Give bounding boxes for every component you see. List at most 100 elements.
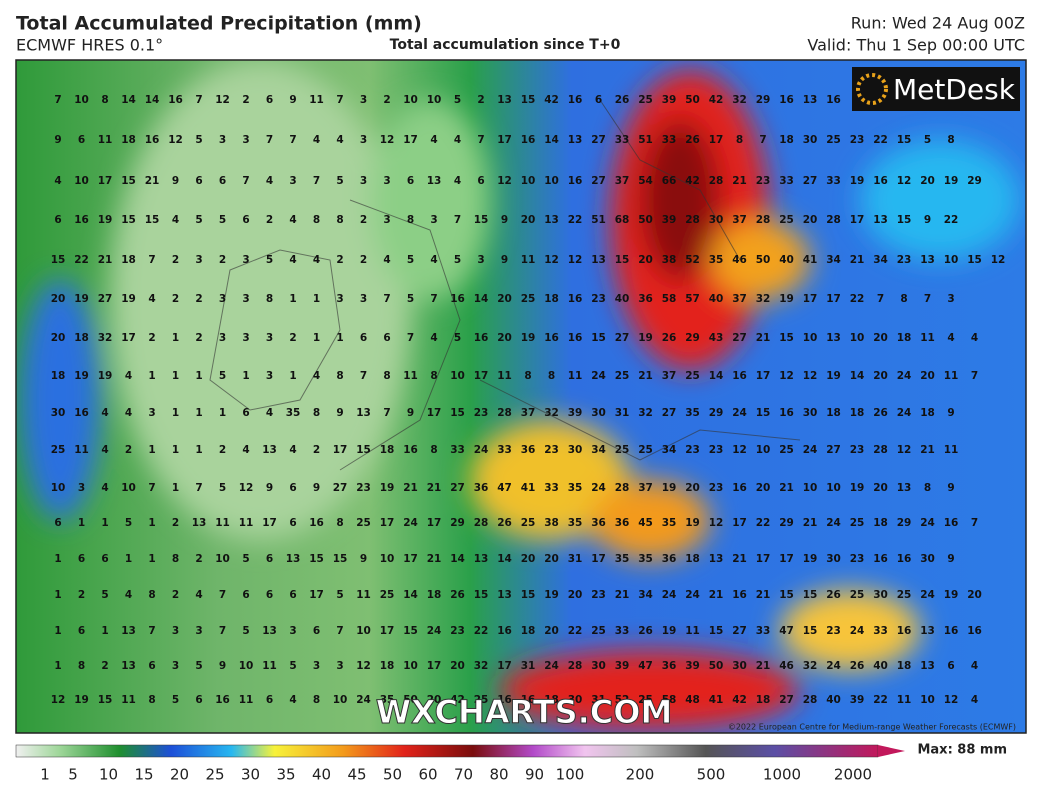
grid-value: 2 [360,214,367,226]
grid-value: 10 [803,332,818,344]
grid-value: 7 [924,293,931,305]
grid-value: 2 [101,660,108,672]
grid-value: 37 [662,370,677,382]
grid-value: 24 [826,517,841,529]
grid-value: 20 [920,370,935,382]
grid-value: 4 [289,444,296,456]
grid-value: 4 [313,254,320,266]
grid-value: 17 [850,214,865,226]
grid-value: 6 [289,482,296,494]
grid-value: 7 [219,589,226,601]
grid-value: 21 [803,517,818,529]
grid-value: 25 [474,694,489,706]
grid-value: 40 [826,694,841,706]
grid-value: 16 [568,94,583,106]
grid-value: 1 [54,625,61,637]
grid-value: 12 [168,134,183,146]
grid-value: 30 [568,694,583,706]
grid-value: 4 [289,254,296,266]
grid-value: 5 [289,660,296,672]
grid-value: 39 [850,694,865,706]
grid-value: 18 [544,694,559,706]
grid-value: 16 [873,553,888,565]
grid-value: 41 [521,482,536,494]
grid-value: 5 [266,254,273,266]
grid-value: 21 [756,332,771,344]
grid-value: 23 [591,293,606,305]
grid-value: 4 [101,407,108,419]
grid-value: 16 [732,482,747,494]
grid-value: 4 [383,254,390,266]
grid-value: 4 [266,407,273,419]
grid-value: 19 [662,482,677,494]
grid-value: 16 [521,694,536,706]
grid-value: 5 [454,332,461,344]
grid-value: 7 [971,517,978,529]
grid-value: 1 [313,332,320,344]
grid-value: 4 [289,694,296,706]
grid-value: 28 [826,214,841,226]
grid-value: 7 [219,625,226,637]
grid-value: 17 [427,660,442,672]
grid-value: 19 [638,332,653,344]
grid-value: 25 [615,370,630,382]
grid-value: 24 [850,625,865,637]
grid-value: 41 [803,254,818,266]
grid-value: 19 [380,482,395,494]
grid-value: 3 [219,134,226,146]
grid-value: 47 [779,625,794,637]
grid-value: 52 [685,254,700,266]
grid-value: 42 [732,694,747,706]
grid-value: 35 [568,482,583,494]
grid-value: 6 [477,175,484,187]
grid-value: 14 [474,293,489,305]
colorbar-label: 20 [170,766,189,784]
grid-value: 18 [850,407,865,419]
grid-value: 16 [568,332,583,344]
grid-value: 5 [407,254,414,266]
grid-value: 14 [497,553,512,565]
grid-value: 1 [101,625,108,637]
grid-value: 6 [289,589,296,601]
logo-box [852,67,1020,111]
grid-value: 26 [497,517,512,529]
grid-value: 11 [262,660,277,672]
grid-value: 9 [501,254,508,266]
grid-value: 4 [430,332,437,344]
grid-value: 32 [544,407,559,419]
grid-value: 5 [242,553,249,565]
title: Total Accumulated Precipitation (mm) [16,13,422,35]
grid-value: 30 [873,589,888,601]
grid-value: 3 [289,625,296,637]
grid-value: 23 [850,134,865,146]
grid-value: 18 [74,332,89,344]
grid-value: 19 [826,370,841,382]
grid-value: 15 [521,589,536,601]
grid-value: 21 [756,660,771,672]
grid-value: 21 [709,589,724,601]
grid-value: 17 [803,293,818,305]
grid-value: 12 [239,482,254,494]
grid-value: 4 [101,444,108,456]
grid-value: 12 [897,444,912,456]
grid-value: 18 [121,254,136,266]
grid-value: 21 [920,444,935,456]
grid-value: 15 [51,254,66,266]
grid-value: 10 [450,370,465,382]
grid-value: 3 [430,214,437,226]
grid-value: 7 [336,94,343,106]
grid-value: 18 [380,660,395,672]
logo-icon [856,73,888,105]
grid-value: 17 [497,660,512,672]
grid-value: 23 [474,407,489,419]
grid-value: 37 [638,482,653,494]
colorbar-label: 5 [68,766,78,784]
grid-value: 23 [850,444,865,456]
grid-value: 26 [685,134,700,146]
grid-value: 1 [78,517,85,529]
grid-value: 16 [897,553,912,565]
grid-value: 1 [195,370,202,382]
grid-value: 38 [662,254,677,266]
grid-value: 18 [779,134,794,146]
grid-value: 13 [262,625,277,637]
